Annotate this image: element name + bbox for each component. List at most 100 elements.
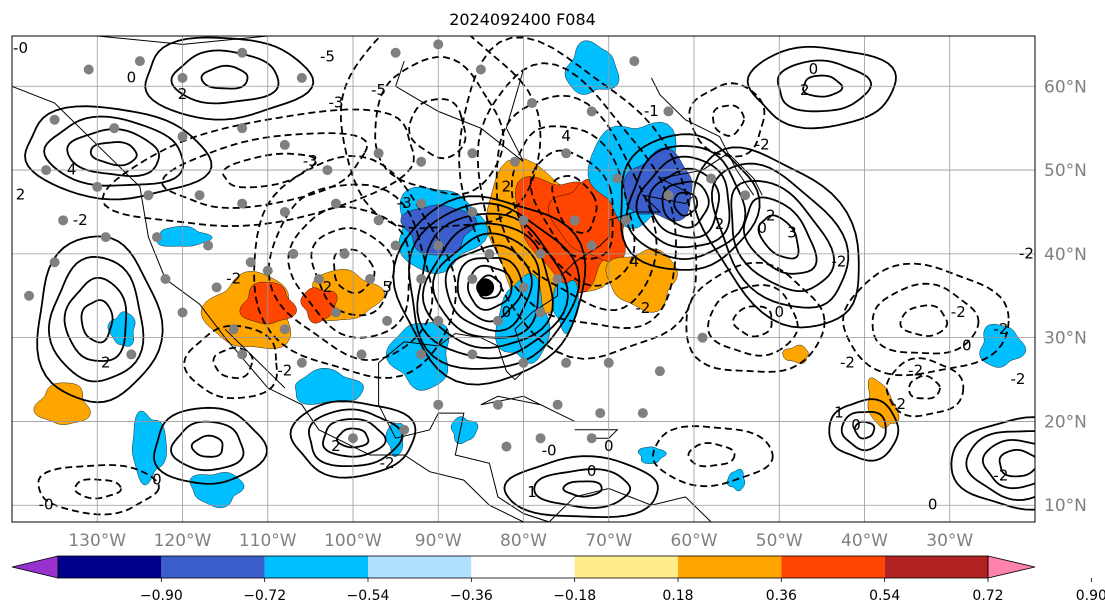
anomaly-patch bbox=[300, 287, 338, 324]
station-dot bbox=[586, 106, 597, 117]
contour-label: -2 bbox=[993, 320, 1008, 338]
station-dot bbox=[109, 123, 120, 134]
station-dot bbox=[399, 424, 410, 435]
station-dot bbox=[509, 156, 520, 167]
positive-contour bbox=[190, 434, 224, 458]
lon-tick-label: 50°W bbox=[756, 531, 803, 551]
positive-contour bbox=[673, 191, 699, 217]
station-dot bbox=[237, 47, 248, 58]
station-dot bbox=[706, 173, 717, 184]
station-dot bbox=[492, 399, 503, 410]
positive-contour bbox=[80, 299, 114, 344]
positive-contour bbox=[36, 235, 164, 404]
station-dot bbox=[518, 282, 529, 293]
station-dot bbox=[177, 307, 188, 318]
station-dot bbox=[100, 232, 111, 243]
colorbar-tick-label: −0.54 bbox=[347, 588, 390, 604]
station-dot bbox=[177, 72, 188, 83]
anomaly-patch bbox=[782, 344, 809, 364]
station-dot bbox=[595, 408, 606, 419]
negative-contour bbox=[551, 174, 598, 234]
anomaly-patch bbox=[189, 472, 245, 509]
colorbar-tick-label: 0.54 bbox=[869, 588, 900, 604]
station-dot bbox=[527, 98, 538, 109]
colorbar-swatch bbox=[58, 556, 162, 578]
lon-tick-label: 120°W bbox=[154, 531, 212, 551]
station-dot bbox=[203, 240, 214, 251]
anomaly-patch bbox=[239, 281, 297, 325]
station-dot bbox=[134, 56, 145, 67]
negative-contour bbox=[495, 94, 658, 312]
station-dot bbox=[92, 181, 103, 192]
contour-label: -2 bbox=[891, 395, 906, 413]
positive-contour bbox=[416, 212, 569, 360]
contour-label: -3 bbox=[303, 152, 318, 170]
station-dot bbox=[433, 240, 444, 251]
negative-contour bbox=[712, 104, 745, 137]
colorbar-max-extension bbox=[987, 555, 1036, 579]
positive-contour bbox=[335, 427, 370, 449]
colorbar-swatch bbox=[161, 556, 265, 578]
negative-contour bbox=[732, 305, 773, 338]
station-dot bbox=[365, 274, 376, 284]
lat-tick-label: 30°N bbox=[1044, 329, 1087, 349]
station-dot bbox=[535, 248, 546, 259]
gridlines bbox=[12, 36, 1035, 522]
station-markers bbox=[24, 39, 751, 452]
station-dot bbox=[177, 131, 188, 142]
coastline bbox=[378, 362, 550, 522]
station-dot bbox=[296, 72, 307, 83]
station-dot bbox=[194, 190, 205, 201]
contour-label: 0 bbox=[774, 303, 784, 321]
positive-contour bbox=[24, 105, 213, 201]
negative-contour bbox=[408, 98, 467, 160]
station-dot bbox=[629, 56, 640, 67]
station-dot bbox=[382, 315, 393, 326]
station-dot bbox=[330, 198, 341, 209]
positive-contour bbox=[648, 167, 721, 239]
contour-label: -1 bbox=[456, 18, 471, 36]
center-dot bbox=[476, 278, 495, 297]
map-frame bbox=[11, 35, 1036, 523]
station-dot bbox=[49, 257, 60, 268]
lon-tick-label: 40°W bbox=[841, 531, 888, 551]
shaded-anomaly-layer bbox=[33, 40, 1027, 509]
contour-label: -2 bbox=[755, 135, 770, 153]
station-dot bbox=[245, 257, 256, 268]
station-dot bbox=[586, 433, 597, 444]
contour-label: 2 bbox=[178, 85, 188, 103]
positive-contour bbox=[392, 195, 587, 386]
colorbar-swatch bbox=[368, 556, 472, 578]
station-dot bbox=[467, 148, 478, 159]
station-dot bbox=[322, 165, 333, 176]
negative-contour bbox=[183, 324, 278, 400]
positive-contour bbox=[503, 455, 659, 519]
station-dot bbox=[586, 240, 597, 251]
station-dot bbox=[126, 349, 137, 360]
contour-label: -5 bbox=[320, 47, 335, 65]
positive-contour bbox=[63, 276, 128, 362]
positive-contour bbox=[66, 128, 160, 178]
station-dot bbox=[467, 274, 478, 284]
contour-label: 2 bbox=[16, 186, 26, 204]
positive-contour bbox=[421, 222, 554, 349]
colorbar-tick-label: 0.36 bbox=[766, 588, 797, 604]
colorbar-tick-label: 0.90 bbox=[1076, 588, 1105, 604]
station-dot bbox=[237, 198, 248, 209]
anomaly-patch bbox=[295, 368, 364, 405]
lat-tick-label: 10°N bbox=[1044, 496, 1087, 516]
station-dot bbox=[211, 282, 222, 293]
lat-tick-label: 40°N bbox=[1044, 245, 1087, 265]
station-dot bbox=[228, 324, 239, 335]
contour-label: -2 bbox=[226, 270, 241, 288]
station-dot bbox=[433, 399, 444, 410]
station-dot bbox=[740, 190, 751, 201]
negative-contour bbox=[221, 152, 317, 189]
contour-label: -0 bbox=[13, 39, 28, 57]
contour-label: -2 bbox=[993, 466, 1008, 484]
positive-contour bbox=[200, 64, 249, 90]
station-dot bbox=[467, 349, 478, 360]
negative-contour bbox=[74, 478, 122, 500]
